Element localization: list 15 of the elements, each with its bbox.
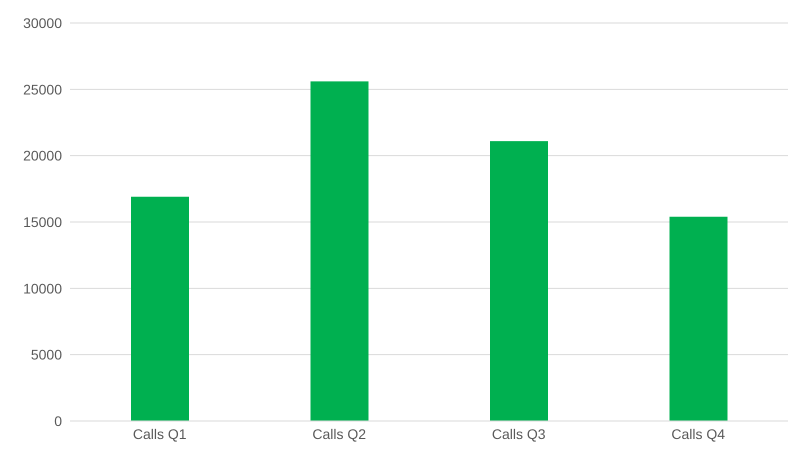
bar (131, 196, 189, 421)
x-tick-label: Calls Q2 (312, 426, 366, 442)
y-tick-label: 15000 (23, 214, 62, 230)
y-tick-label: 5000 (30, 346, 62, 363)
y-tick-label: 30000 (23, 14, 62, 31)
bar (310, 81, 368, 421)
y-tick-label: 0 (54, 412, 62, 429)
y-tick-label: 10000 (23, 280, 62, 296)
bar (490, 141, 548, 421)
bar (670, 216, 728, 421)
x-tick-label: Calls Q3 (492, 426, 546, 442)
x-tick-label: Calls Q1 (132, 426, 187, 442)
x-tick-label: Calls Q4 (671, 426, 726, 442)
y-tick-label: 25000 (23, 81, 62, 98)
y-tick-label: 20000 (23, 148, 62, 164)
